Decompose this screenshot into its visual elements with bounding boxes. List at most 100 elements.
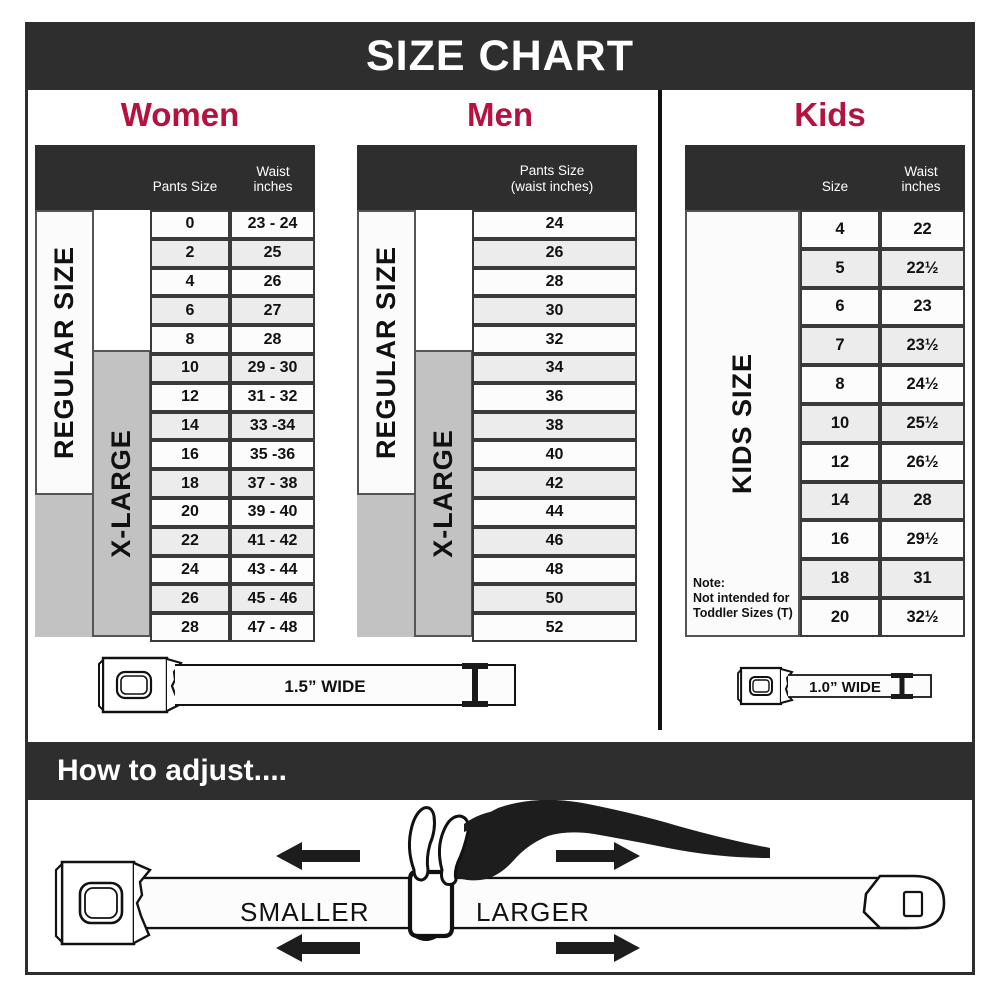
women-xlarge-label: X-LARGE	[106, 429, 136, 558]
table-cell: 28	[230, 325, 315, 354]
kids-size-label-box: KIDS SIZE	[685, 210, 800, 637]
table-cell: 25	[230, 238, 315, 268]
table-cell: 29½	[880, 520, 965, 560]
kids-belt-width-label: 1.0” WIDE	[809, 679, 881, 696]
section-divider	[658, 90, 662, 730]
table-cell: 28	[150, 613, 230, 642]
table-cell: 8	[800, 365, 880, 404]
women-header-pants-size: Pants Size	[152, 179, 218, 194]
table-cell: 22	[150, 526, 230, 556]
table-cell: 23	[880, 287, 965, 327]
table-cell: 28	[472, 267, 637, 297]
adjust-label-larger: LARGER	[476, 897, 591, 927]
men-xlarge-fill	[357, 493, 416, 637]
table-cell: 26½	[880, 442, 965, 482]
table-cell: 48	[472, 555, 637, 585]
women-regular-size-label-box: REGULAR SIZE	[35, 210, 94, 495]
men-regular-size-label: REGULAR SIZE	[371, 245, 402, 460]
table-cell: 14	[150, 411, 230, 441]
how-to-adjust-title: How to adjust....	[57, 754, 287, 787]
table-cell: 24½	[880, 365, 965, 404]
table-cell: 26	[150, 584, 230, 614]
how-to-adjust-bar: How to adjust....	[25, 742, 975, 800]
table-cell: 2	[150, 238, 230, 268]
table-cell: 31	[880, 559, 965, 598]
table-cell: 45 - 46	[230, 584, 315, 614]
kids-header-size: Size	[821, 179, 849, 194]
table-cell: 20	[150, 498, 230, 527]
table-cell: 24	[472, 210, 637, 239]
table-cell: 36	[472, 382, 637, 412]
men-regular-size-label-box: REGULAR SIZE	[357, 210, 416, 495]
table-cell: 47 - 48	[230, 613, 315, 642]
men-header-line2: (waist inches)	[510, 179, 594, 194]
kids-header-waist-line2: inches	[901, 179, 941, 194]
women-xlarge-fill	[35, 493, 94, 637]
table-cell: 29 - 30	[230, 354, 315, 383]
kids-note-line: Toddler Sizes (T)	[693, 606, 793, 620]
women-header-waist-line2: inches	[253, 179, 293, 194]
table-cell: 8	[150, 325, 230, 354]
table-cell: 32	[472, 325, 637, 354]
table-cell: 32½	[880, 598, 965, 637]
table-cell: 43 - 44	[230, 555, 315, 585]
table-cell: 12	[150, 382, 230, 412]
men-xlarge-label: X-LARGE	[428, 429, 458, 558]
table-cell: 50	[472, 584, 637, 614]
table-cell: 30	[472, 296, 637, 326]
women-regular-size-label: REGULAR SIZE	[49, 245, 80, 460]
kids-size-label: KIDS SIZE	[727, 352, 757, 495]
table-cell: 12	[800, 442, 880, 482]
table-cell: 34	[472, 354, 637, 383]
table-cell: 22½	[880, 248, 965, 288]
table-cell: 33 -34	[230, 411, 315, 441]
kids-table-header: Size Waist inches	[685, 145, 965, 210]
title-bar: SIZE CHART	[25, 22, 975, 90]
table-cell: 16	[150, 440, 230, 470]
kids-note-line: Note:	[693, 576, 725, 590]
category-heading-women: Women	[120, 96, 240, 133]
table-cell: 10	[150, 354, 230, 383]
women-table-header: Pants Size Waist inches	[35, 145, 315, 210]
table-cell: 25½	[880, 404, 965, 443]
table-cell: 7	[800, 326, 880, 366]
table-cell: 27	[230, 296, 315, 326]
kids-belt-illustration: 1.0” WIDE	[737, 666, 932, 706]
table-cell: 44	[472, 498, 637, 527]
kids-header-waist-line1: Waist	[904, 164, 938, 179]
table-cell: 26	[472, 238, 637, 268]
kids-note: Note: Not intended for Toddler Sizes (T)	[693, 576, 808, 621]
adult-belt-illustration: 1.5” WIDE	[98, 656, 516, 714]
table-cell: 4	[800, 210, 880, 249]
table-cell: 6	[800, 287, 880, 327]
table-cell: 46	[472, 526, 637, 556]
adjust-belt-illustration	[54, 800, 946, 962]
table-cell: 52	[472, 613, 637, 642]
table-cell: 18	[150, 469, 230, 498]
table-cell: 10	[800, 404, 880, 443]
table-cell: 40	[472, 440, 637, 470]
table-cell: 38	[472, 411, 637, 441]
table-cell: 26	[230, 267, 315, 297]
table-cell: 42	[472, 469, 637, 498]
table-cell: 16	[800, 520, 880, 560]
table-cell: 23½	[880, 326, 965, 366]
adult-belt-width-label: 1.5” WIDE	[284, 677, 365, 696]
table-cell: 5	[800, 248, 880, 288]
table-cell: 4	[150, 267, 230, 297]
table-cell: 14	[800, 481, 880, 521]
men-header-line1: Pants Size	[519, 163, 585, 178]
table-cell: 37 - 38	[230, 469, 315, 498]
table-cell: 28	[880, 481, 965, 521]
men-table-header: Pants Size (waist inches)	[357, 145, 637, 210]
table-cell: 41 - 42	[230, 526, 315, 556]
table-cell: 35 -36	[230, 440, 315, 470]
category-heading-men: Men	[467, 96, 533, 133]
table-cell: 20	[800, 598, 880, 637]
table-cell: 6	[150, 296, 230, 326]
table-cell: 39 - 40	[230, 498, 315, 527]
category-heading-kids: Kids	[794, 96, 866, 133]
women-xlarge-label-box: X-LARGE	[92, 350, 151, 637]
adjust-label-smaller: SMALLER	[240, 897, 370, 927]
